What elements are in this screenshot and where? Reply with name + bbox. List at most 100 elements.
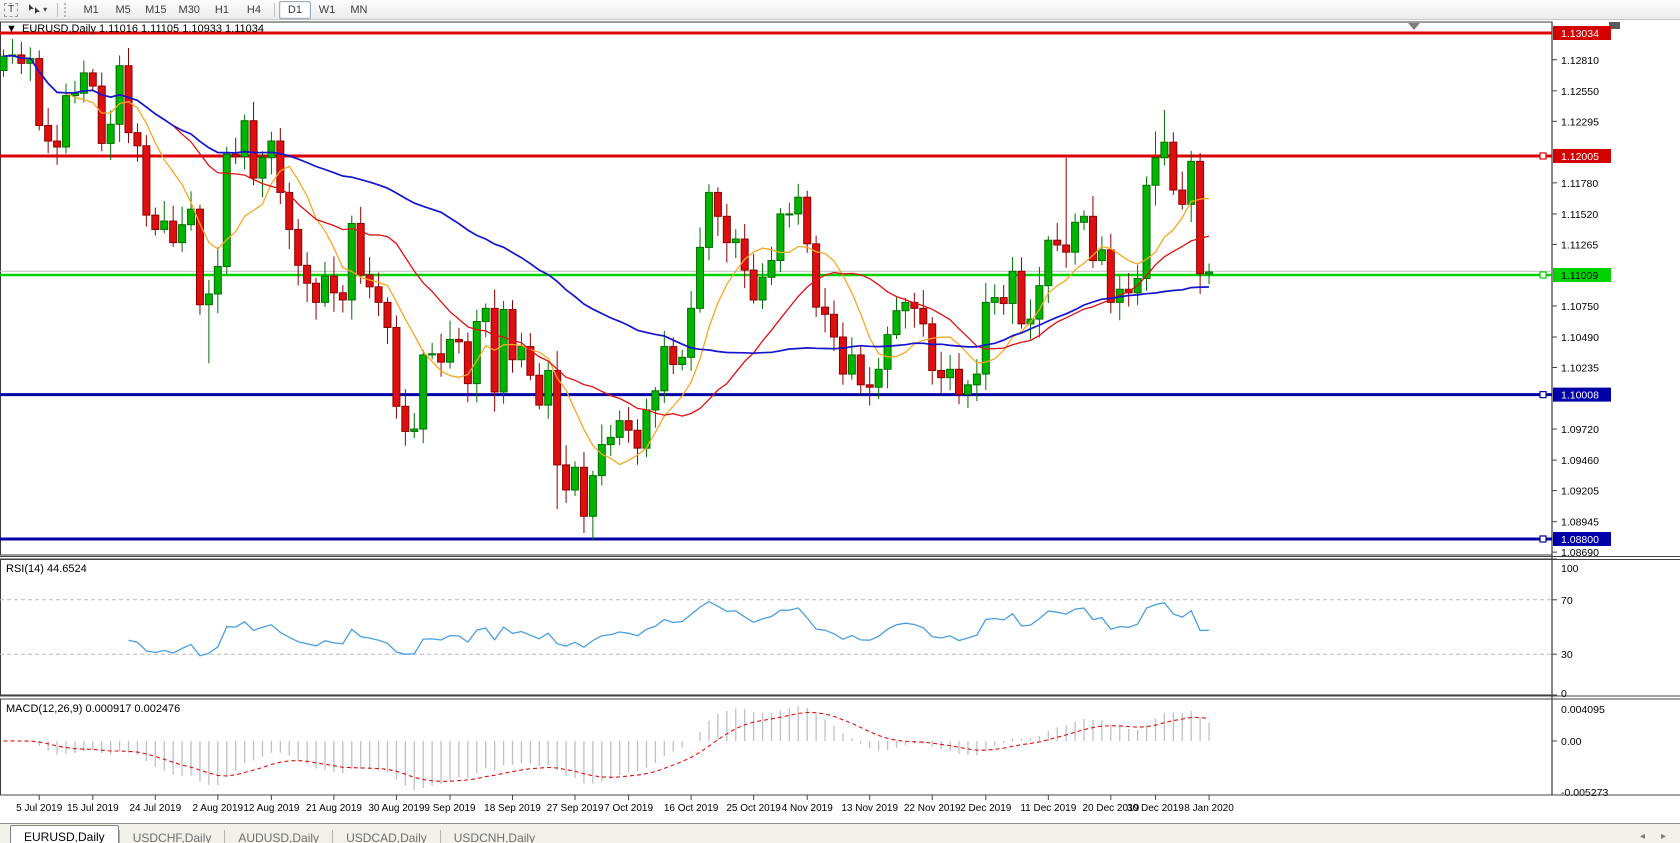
candle [356,222,365,276]
candle [392,326,401,407]
macd-panel[interactable] [0,698,1553,796]
tabs-scroll-right-icon[interactable]: ▸ [1660,831,1666,842]
candle [1088,215,1097,262]
date-label: 9 Sep 2019 [424,803,476,814]
timeframe-button-m1[interactable]: M1 [83,3,99,16]
cursor-tool-button[interactable]: ▾ [24,2,49,17]
date-label: 30 Aug 2019 [368,803,425,814]
macd-signal-line [3,711,1210,782]
candle [803,196,812,245]
candle [267,140,276,159]
candle [213,266,222,295]
candle [758,276,767,301]
time-axis: 5 Jul 2019 15 Jul 2019 24 Jul 2019 2 Aug 20… [0,794,1680,814]
timeframe-button-m15[interactable]: M15 [145,3,167,16]
support-line-1.11009-handle[interactable] [1539,271,1547,279]
support-line-1.10008-handle[interactable] [1539,391,1547,399]
candle [901,301,910,312]
ma-line-fast [3,54,1210,466]
candle [454,338,463,343]
candle [178,224,187,244]
candle [231,153,240,158]
candle [35,58,44,126]
candle [106,123,115,144]
price-badge-label: 1.11009 [1561,270,1598,282]
candle [865,384,874,388]
candle [937,369,946,379]
candle [410,428,419,432]
chart-dropdown-icon[interactable]: ▼ [6,23,17,35]
candle [62,95,71,148]
candle [276,140,285,193]
support-line-1.08800-handle[interactable] [1539,535,1547,543]
candle [1205,271,1214,275]
candle [669,346,678,366]
price-tick-label: 1.11265 [1561,239,1598,251]
candle [874,368,883,388]
candle [222,153,231,268]
timeframe-button-h1[interactable]: H1 [214,3,229,16]
candle [44,124,53,142]
tab-eurusd-daily[interactable]: EURUSD,Daily [10,825,119,843]
ma-line-slow [3,54,1210,355]
candle [919,307,928,325]
price-panel[interactable] [0,21,1553,556]
candle [294,228,303,266]
candle [829,313,838,338]
date-label: 30 Dec 2019 [1127,803,1184,814]
macd-scale-label: 0.00 [1561,736,1582,748]
date-label: 12 Aug 2019 [243,803,300,814]
candle [517,346,526,361]
chart-shift-marker[interactable] [1408,23,1420,30]
toolbar: T ▾ M1 M5 M15 M30 H1 H4 D1 W1 MN [0,0,1680,20]
tab-audusd-daily[interactable]: AUDUSD,Daily [238,831,320,843]
timeframe-button-w1[interactable]: W1 [318,3,336,16]
candle [508,309,517,361]
candle [1071,221,1080,253]
macd-label: MACD(12,26,9) 0.000917 0.002476 [6,703,180,715]
candle [535,374,544,406]
candle [990,297,999,303]
candle [588,475,597,517]
timeframe-button-d1[interactable]: D1 [278,0,311,19]
candle [1044,239,1053,287]
candle [713,191,722,217]
candle [446,338,454,363]
timeframe-button-m5[interactable]: M5 [115,3,131,16]
timeframe-button-m30[interactable]: M30 [178,3,200,16]
candle [1062,244,1071,253]
toolbar-grip[interactable] [64,2,70,17]
candle [1187,160,1196,205]
candle [79,72,88,94]
tab-usdcnh-daily[interactable]: USDCNH,Daily [453,831,536,843]
rsi-panel[interactable] [0,558,1553,696]
candle [571,466,580,491]
price-tick-label: 1.10750 [1561,301,1599,313]
cursor-tool-dropdown-icon[interactable]: ▾ [43,5,48,14]
candle [88,72,97,87]
timeframe-button-h4[interactable]: H4 [246,3,261,16]
chart-header: ▼ EURUSD,Daily 1.11016 1.11105 1.10933 1.… [6,23,264,35]
resistance-line-1.12005-handle[interactable] [1539,152,1547,160]
date-label: 20 Dec 2019 [1082,803,1139,814]
tabs-scroll-left-icon[interactable]: ◂ [1639,831,1645,842]
candle [0,55,8,72]
candle [526,346,535,376]
candle [97,85,106,144]
chart-canvas[interactable]: ▼ EURUSD,Daily 1.11016 1.11105 1.10933 1.… [0,20,1680,818]
timeframe-button-mn[interactable]: MN [350,3,368,16]
candle [285,191,294,230]
candle [928,323,937,371]
tab-usdcad-daily[interactable]: USDCAD,Daily [346,831,427,843]
chart-title: EURUSD,Daily 1.11016 1.11105 1.10933 1.1… [22,23,264,35]
candle [856,354,865,386]
candle [767,260,776,278]
text-tool-button[interactable]: T [4,2,19,17]
rsi-scale-label: 0 [1561,688,1567,700]
ma-line-medium [3,54,1210,417]
tab-usdchf-daily[interactable]: USDCHF,Daily [132,831,212,843]
candle [1097,249,1106,262]
candle [1178,189,1187,205]
scale-corner-marker [1609,22,1620,29]
date-label: 21 Aug 2019 [306,803,363,814]
